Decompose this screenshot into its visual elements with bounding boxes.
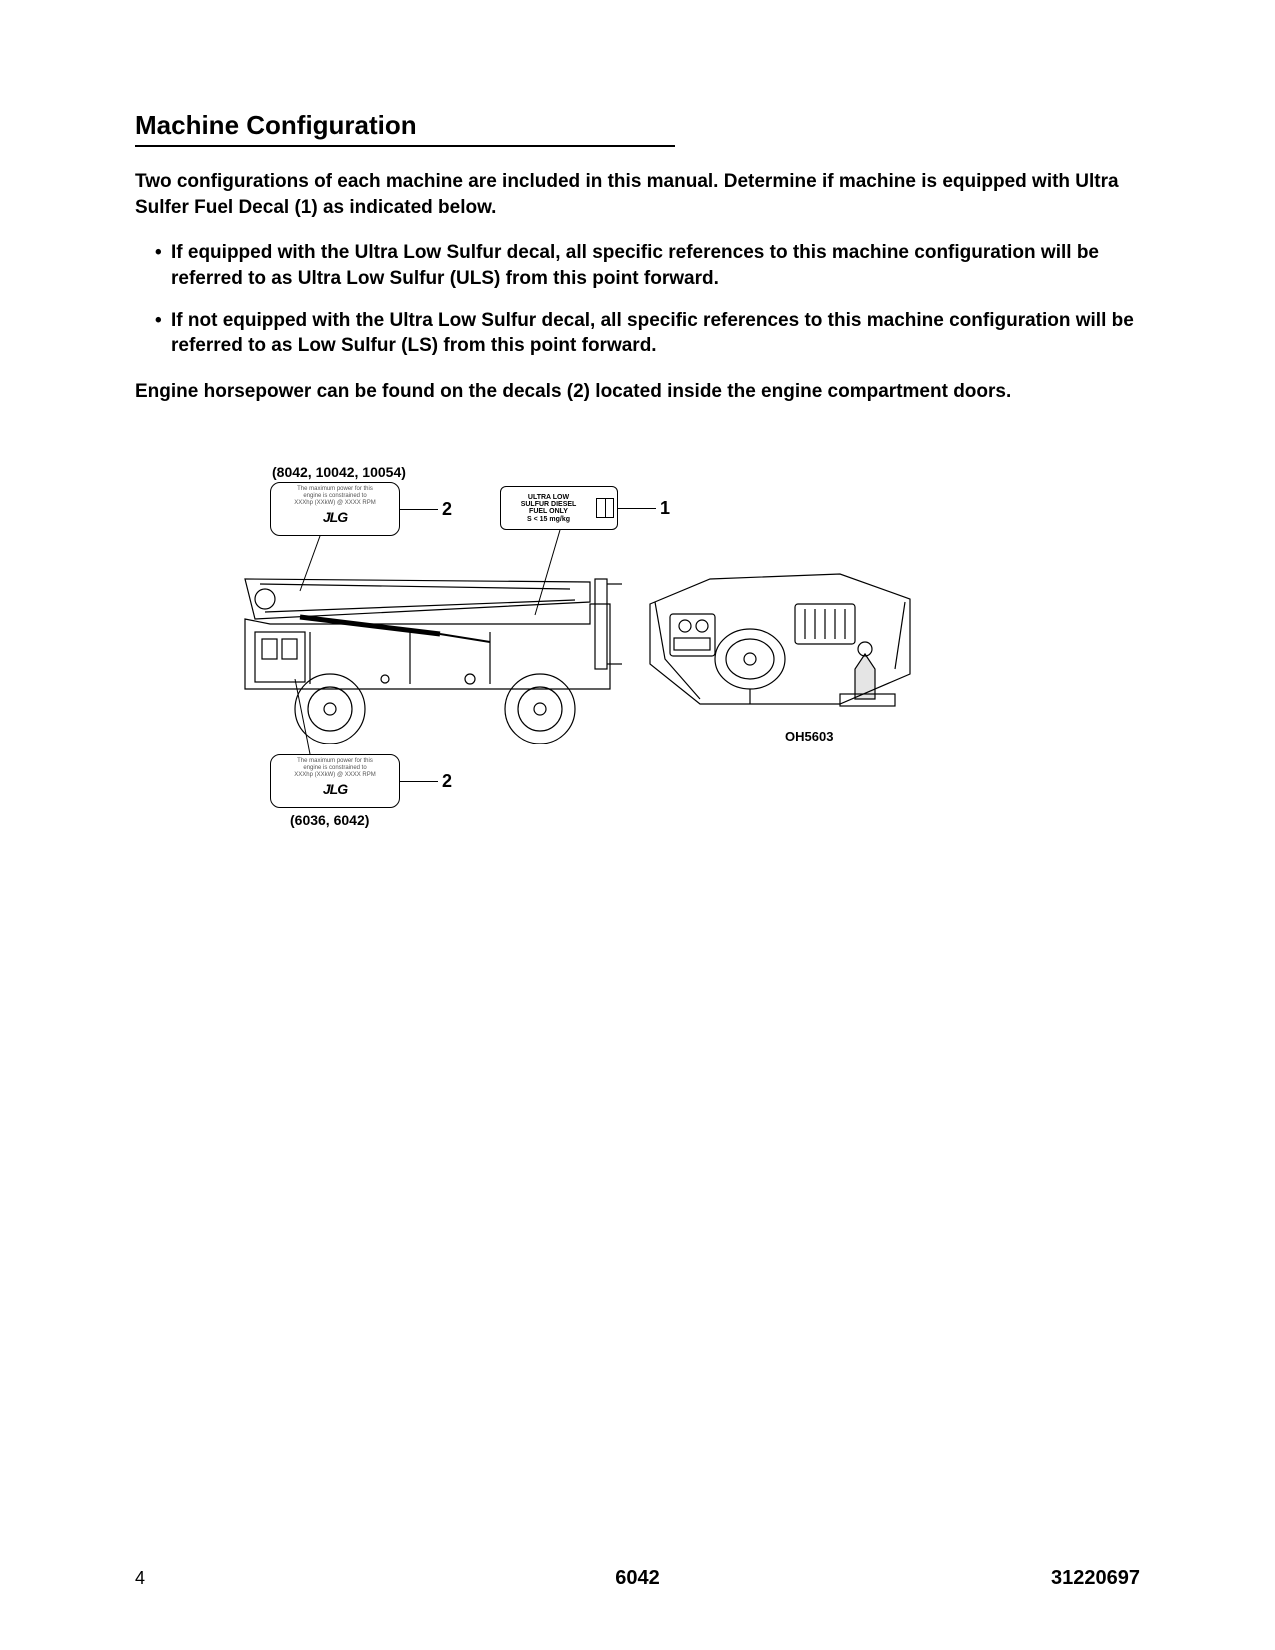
callout-1: 1: [660, 498, 670, 519]
leader-line: [530, 530, 590, 620]
callout-2-bottom: 2: [442, 771, 452, 792]
section-title: Machine Configuration: [135, 110, 675, 147]
callout-2-top: 2: [442, 499, 452, 520]
decal-text: The maximum power for this: [275, 758, 395, 765]
bullet-list: If equipped with the Ultra Low Sulfur de…: [135, 240, 1140, 359]
decal-text: engine is constrained to: [275, 493, 395, 500]
leader-line: [290, 536, 350, 596]
intro-paragraph: Two configurations of each machine are i…: [135, 169, 1140, 220]
decal-text: The maximum power for this: [275, 486, 395, 493]
diagram: (8042, 10042, 10054) The maximum power f…: [190, 464, 1030, 1024]
decal-text: XXXhp (XXkW) @ XXXX RPM: [275, 500, 395, 507]
leader-line: [618, 508, 656, 509]
bullet-item-2: If not equipped with the Ultra Low Sulfu…: [155, 308, 1140, 359]
jlg-logo: JLG: [275, 509, 395, 525]
footer-docnum: 31220697: [1051, 1567, 1140, 1590]
model-label-bottom: (6036, 6042): [290, 812, 369, 828]
leader-line: [400, 509, 438, 510]
model-label-top: (8042, 10042, 10054): [272, 464, 406, 480]
cab-interior-illustration: [640, 564, 920, 724]
decal-text: engine is constrained to: [275, 765, 395, 772]
bullet-item-1: If equipped with the Ultra Low Sulfur de…: [155, 240, 1140, 291]
body-paragraph: Engine horsepower can be found on the de…: [135, 379, 1140, 405]
book-icon: [596, 498, 614, 518]
decal-box-bottom: The maximum power for this engine is con…: [270, 754, 400, 808]
fuel-line: ULTRA LOW: [504, 494, 593, 501]
leader-line: [290, 679, 350, 759]
page-footer: 4 6042 31220697: [135, 1567, 1140, 1590]
page-number: 4: [135, 1568, 145, 1589]
jlg-logo: JLG: [275, 781, 395, 797]
figure-reference: OH5603: [785, 729, 833, 744]
fuel-line: SULFUR DIESEL: [504, 501, 593, 508]
footer-model: 6042: [615, 1567, 660, 1590]
decal-text: XXXhp (XXkW) @ XXXX RPM: [275, 772, 395, 779]
leader-line: [400, 781, 438, 782]
fuel-line: FUEL ONLY: [504, 508, 593, 515]
fuel-line: S < 15 mg/kg: [504, 516, 593, 523]
